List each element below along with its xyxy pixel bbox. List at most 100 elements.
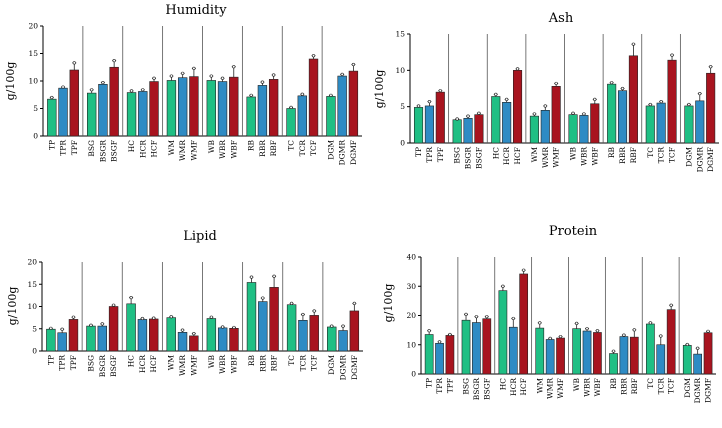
y-tick-label: 20 <box>27 258 37 267</box>
x-tick-label: TCR <box>298 355 307 372</box>
replicate-point <box>585 327 589 331</box>
bar-WBR-blue <box>217 81 228 137</box>
bar-WMR-blue <box>177 77 188 137</box>
bar-DGMR-blue <box>693 353 703 375</box>
replicate-point <box>515 67 520 71</box>
replicate-point <box>129 89 134 93</box>
bar-TCF-red <box>666 309 676 375</box>
x-tick-label: DGMF <box>349 140 358 165</box>
x-tick-label: BSG <box>453 147 462 164</box>
bar-HCF-red <box>149 81 159 137</box>
bar-RB-green <box>607 83 617 144</box>
x-tick-label: BSGR <box>472 378 481 401</box>
x-tick-label: TCR <box>657 147 666 164</box>
y-tick-label: 10 <box>28 77 38 86</box>
bar-TP-green <box>413 107 424 144</box>
x-tick-label: HC <box>498 378 507 391</box>
x-tick-label: DGMF <box>704 378 713 403</box>
replicate-point <box>522 268 526 272</box>
bar-RBR-blue <box>258 301 268 352</box>
bar-RB-green <box>609 353 618 375</box>
replicate-point <box>659 99 663 104</box>
bar-TCF-red <box>308 58 319 137</box>
x-tick-label: HC <box>491 147 500 160</box>
bar-HCR-blue <box>137 319 148 352</box>
replicate-point <box>272 274 276 278</box>
x-tick-label: WMF <box>189 355 198 376</box>
bar-WMF-red <box>556 337 565 375</box>
x-tick-label: TCF <box>310 355 319 371</box>
x-tick-label: TCF <box>668 147 677 163</box>
x-tick-label: TP <box>47 140 56 150</box>
y-tick-label: 0 <box>33 132 38 141</box>
plot-area-ash: 0 5 10 15 TP TPR TPF BSG BSGR BSGF HC HCR HCF WM WMR WM… <box>395 30 719 172</box>
chart-lipid: Lipid g/100g 0 5 10 15 20 TP TPR TPF BSG BSGR BSGF… <box>6 229 363 380</box>
y-tick-label: 30 <box>406 282 416 291</box>
x-tick-label: HCR <box>138 355 147 373</box>
x-tick-label: BSGF <box>474 147 483 169</box>
x-tick-label: DGMR <box>339 355 348 381</box>
x-tick-label: HCR <box>502 147 511 165</box>
bar-TP-green <box>424 334 434 375</box>
bar-WM-green <box>166 317 176 352</box>
chart-title: Ash <box>548 11 574 26</box>
x-tick-label: WMR <box>178 355 187 376</box>
x-tick-label: WB <box>207 355 216 369</box>
chart-title: Humidity <box>165 3 227 18</box>
y-axis-label: g/100g <box>382 284 395 323</box>
bar-DGMF-red <box>349 310 360 352</box>
replicate-point <box>169 315 173 319</box>
bar-TP-green <box>47 98 57 137</box>
x-tick-label: TPR <box>425 147 434 163</box>
x-tick-label: RB <box>609 378 618 390</box>
bar-TPR-blue <box>58 87 68 137</box>
bar-TCR-blue <box>656 102 666 144</box>
bar-TPR-blue <box>57 332 67 352</box>
x-tick-label: WMF <box>552 147 561 168</box>
replicate-point <box>595 329 600 333</box>
bar-TC-green <box>286 304 297 352</box>
x-tick-label: WBF <box>229 355 238 373</box>
replicate-point <box>50 95 54 100</box>
bar-TCF-red <box>309 315 319 352</box>
bar-DGMF-red <box>703 332 713 375</box>
bar-TPF-red <box>68 319 79 352</box>
bar-HC-green <box>491 96 501 144</box>
replicate-point <box>290 301 294 305</box>
bar-BSGF-red <box>482 318 492 375</box>
replicate-point <box>474 315 479 319</box>
bar-BSG-green <box>461 319 471 375</box>
bar-TPF-red <box>69 69 79 137</box>
replicate-point <box>494 92 498 96</box>
x-tick-label: WBF <box>593 378 602 396</box>
x-tick-label: WBR <box>218 355 227 374</box>
replicate-point <box>311 54 316 58</box>
x-tick-label: TPR <box>58 355 67 371</box>
bar-TCR-blue <box>656 344 666 375</box>
replicate-point <box>501 284 505 288</box>
replicate-point <box>709 65 713 69</box>
x-tick-label: DGM <box>326 140 335 160</box>
bar-WBR-blue <box>582 330 592 375</box>
bar-WMF-red <box>189 76 199 137</box>
bar-HC-green <box>126 303 136 352</box>
replicate-point <box>554 81 558 86</box>
x-tick-label: RBR <box>618 147 627 164</box>
x-tick-label: HCF <box>519 378 528 395</box>
bar-RB-green <box>246 282 257 352</box>
replicate-point <box>249 93 253 97</box>
replicate-point <box>706 329 710 333</box>
replicate-point <box>532 112 537 116</box>
bar-BSGR-blue <box>98 84 108 137</box>
bar-HCR-blue <box>138 91 148 137</box>
replicate-point <box>505 97 509 101</box>
replicate-point <box>352 301 356 305</box>
replicate-point <box>101 81 105 85</box>
chart-title: Protein <box>549 224 598 239</box>
bar-RBF-red <box>269 287 279 352</box>
bar-TCR-blue <box>297 95 307 137</box>
y-tick-label: 10 <box>406 340 416 349</box>
bar-HCR-blue <box>502 102 512 144</box>
replicate-point <box>416 104 421 108</box>
